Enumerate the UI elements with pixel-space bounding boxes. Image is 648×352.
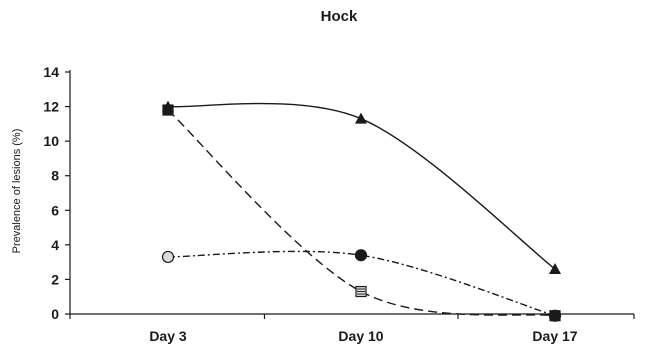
y-tick-label: 12 xyxy=(43,99,59,115)
data-point-triangle xyxy=(549,263,561,275)
y-tick-label: 0 xyxy=(51,306,59,322)
series-line xyxy=(167,109,556,317)
series-layer xyxy=(161,100,562,322)
series-circle-dash-dot xyxy=(161,249,562,322)
series-square-dashed xyxy=(162,104,561,322)
y-axis-label: Prevalence of lesions (%) xyxy=(11,129,23,254)
x-tick-label: Day 3 xyxy=(149,328,187,344)
data-point-circle xyxy=(354,249,368,262)
x-tick-label: Day 17 xyxy=(532,328,577,344)
x-tick-label: Day 10 xyxy=(338,328,383,344)
data-point-triangle xyxy=(355,112,367,124)
y-axis: 0 2 4 6 8 10 12 14 xyxy=(43,64,71,322)
y-tick-label: 2 xyxy=(51,271,59,287)
y-tick-label: 6 xyxy=(51,202,59,218)
series-triangle-solid xyxy=(162,100,561,275)
y-tick-label: 14 xyxy=(43,64,59,80)
x-axis: Day 3 Day 10 Day 17 xyxy=(69,313,635,344)
y-tick-label: 10 xyxy=(43,133,59,149)
data-point-circle xyxy=(548,309,562,322)
chart-title: Hock xyxy=(321,8,358,25)
data-point-circle xyxy=(161,250,175,264)
y-tick-label: 8 xyxy=(51,168,59,184)
series-line xyxy=(167,102,556,270)
data-point-square xyxy=(162,104,174,116)
y-tick-label: 4 xyxy=(51,237,59,253)
series-line xyxy=(167,250,556,317)
